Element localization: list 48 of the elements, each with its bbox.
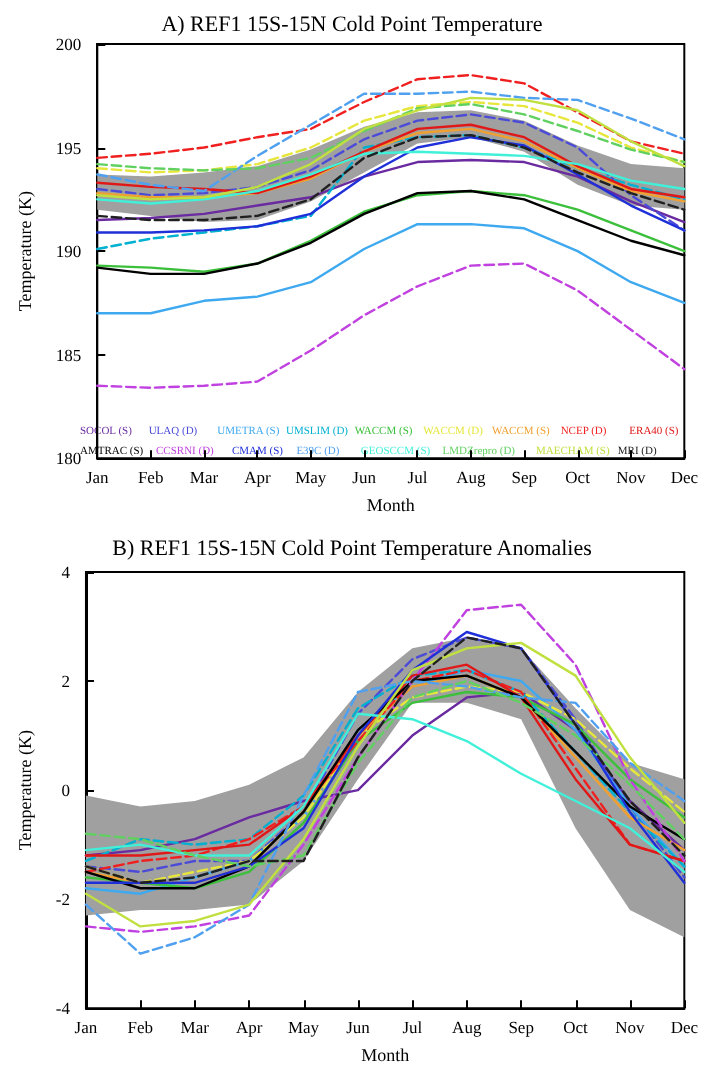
line-series	[96, 158, 686, 224]
y-tick-label: 195	[55, 137, 82, 158]
line-series	[96, 262, 686, 389]
x-tick-label: Jul	[407, 467, 429, 488]
x-tick-label: Aug	[456, 467, 487, 488]
x-tick-label: Apr	[244, 467, 271, 488]
y-tick-label: 185	[55, 344, 82, 365]
x-tick-label: Jun	[346, 1017, 372, 1038]
x-tick-label: Apr	[235, 1017, 263, 1038]
y-tick-label: 2	[61, 671, 70, 692]
x-axis-title: Month	[366, 495, 416, 515]
x-tick-label: Aug	[452, 1017, 483, 1038]
line-series	[96, 150, 686, 205]
line-series	[96, 133, 686, 251]
x-tick-label: Feb	[127, 1017, 154, 1038]
x-tick-label: Sep	[511, 467, 537, 488]
x-tick-label: Dec	[670, 1017, 699, 1038]
y-axis-title: Temperature (K)	[15, 730, 35, 851]
y-tick-label: -2	[55, 889, 70, 910]
chart-title: B) REF1 15S-15N Cold Point Temperature Anomalies	[112, 537, 592, 561]
x-tick-label: Oct	[563, 1017, 590, 1038]
y-tick-label: 180	[55, 448, 82, 469]
line-series	[84, 679, 686, 955]
x-tick-label: Sep	[508, 1017, 534, 1038]
x-tick-label: Nov	[616, 467, 648, 488]
chart-title: A) REF1 15S-15N Cold Point Temperature	[161, 13, 543, 37]
x-tick-label: Mar	[189, 467, 219, 488]
x-tick-label: Feb	[137, 467, 164, 488]
x-tick-label: Jun	[352, 467, 378, 488]
y-axis-title: Temperature (K)	[15, 191, 35, 312]
line-series	[96, 73, 686, 160]
x-axis-title: Month	[361, 1045, 411, 1065]
line-series	[84, 712, 686, 874]
y-tick-label: 190	[55, 241, 82, 262]
x-tick-label: Oct	[565, 467, 592, 488]
x-tick-label: May	[295, 467, 328, 488]
x-tick-label: Jul	[402, 1017, 424, 1038]
x-tick-label: Jan	[74, 1017, 99, 1038]
x-tick-label: Dec	[670, 467, 699, 488]
x-tick-label: Mar	[180, 1017, 210, 1038]
y-tick-label: 200	[55, 34, 82, 54]
y-tick-label: -4	[55, 998, 72, 1019]
y-tick-label: 4	[61, 562, 72, 582]
y-tick-label: 0	[61, 780, 70, 801]
x-tick-label: Nov	[615, 1017, 647, 1038]
x-tick-label: May	[287, 1017, 321, 1038]
line-series	[96, 222, 686, 315]
x-tick-label: Jan	[85, 467, 111, 488]
